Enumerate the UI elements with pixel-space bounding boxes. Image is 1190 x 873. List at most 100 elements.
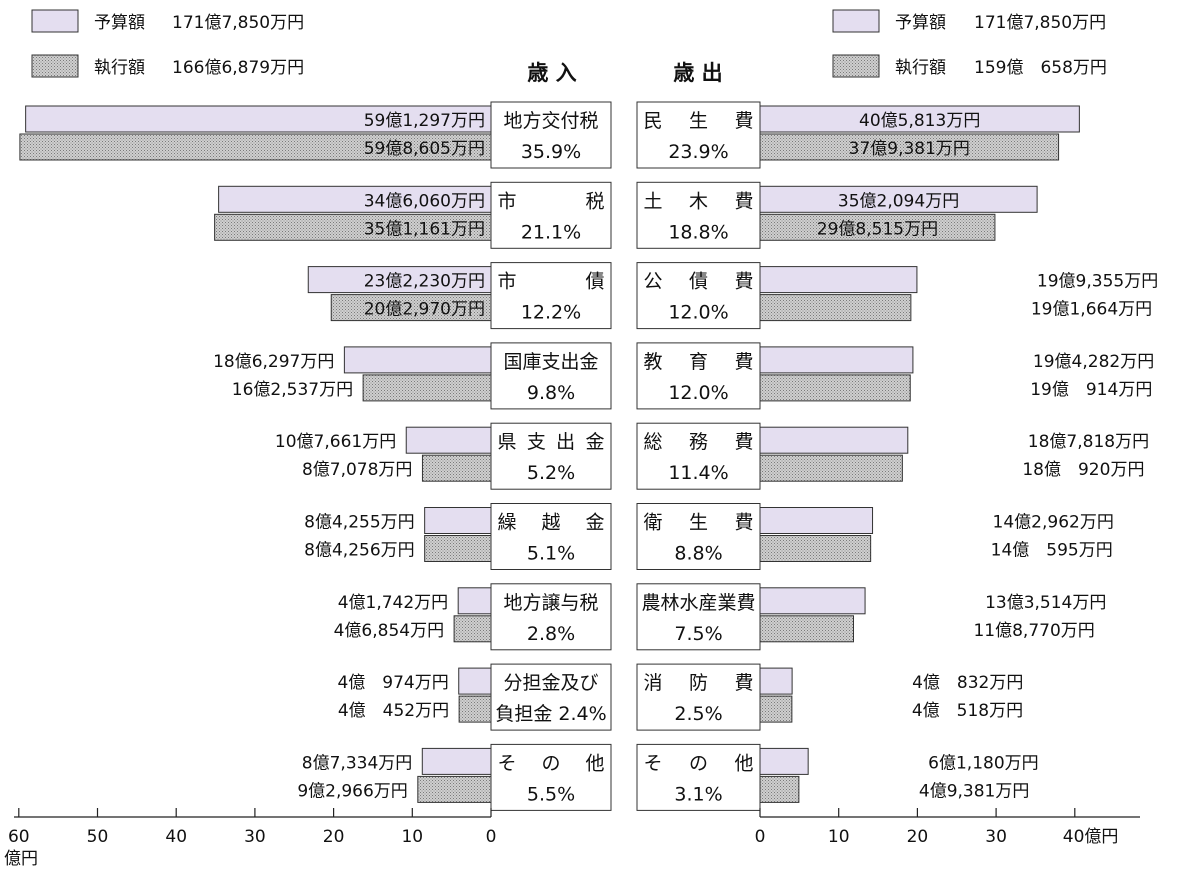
- axis-tick-label: 10: [401, 827, 423, 847]
- executed-value-label: 35億1,161万円: [364, 219, 485, 239]
- legend-executed-swatch: [31, 54, 79, 78]
- category-label: 費: [734, 110, 753, 132]
- legend-executed-swatch: [832, 54, 880, 78]
- percent-label: 18.8%: [668, 221, 728, 243]
- legend-budget-label: 予算額: [94, 13, 145, 33]
- legend-budget-swatch: [31, 9, 79, 33]
- executed-value-label: 37億9,381万円: [849, 139, 970, 159]
- revenue-row: 8億4,255万円 8億4,256万円 繰 越 金 5.1%: [304, 503, 612, 570]
- category-label: 地方交付税: [503, 110, 598, 132]
- budget-value-label: 4億1,742万円: [338, 593, 448, 613]
- percent-label: 12.2%: [521, 302, 581, 324]
- category-box: [490, 422, 612, 490]
- executed-value-label: 19億 914万円: [1030, 380, 1152, 400]
- budget-bar: [759, 747, 809, 775]
- category-label: 衛: [643, 512, 662, 534]
- legend-expenditure: 予算額 171億7,850万円 執行額 159億 658万円: [832, 9, 1107, 78]
- percent-label: 5.1%: [527, 543, 575, 565]
- budget-bar: [25, 105, 492, 133]
- category-label: 税: [585, 190, 604, 212]
- category-label: 費: [734, 190, 753, 212]
- category-label: の: [541, 752, 560, 774]
- expenditure-row: 4億 832万円 4億 518万円 消 防 費 2.5%: [636, 663, 1023, 731]
- expenditure-title: 歳 出: [673, 61, 722, 85]
- budget-bar: [421, 747, 492, 775]
- category-label: 費: [734, 512, 753, 534]
- category-label: 越: [541, 512, 560, 534]
- revenue-row: 4億1,742万円 4億6,854万円 地方譲与税 2.8%: [334, 583, 612, 651]
- category-label: 生: [689, 110, 708, 132]
- budget-value-label: 34億6,060万円: [364, 191, 485, 211]
- axis-tick-label: 10: [828, 827, 850, 847]
- executed-value-label: 11億8,770万円: [973, 621, 1094, 641]
- executed-value-label: 14億 595万円: [991, 541, 1113, 561]
- legend-executed-label: 執行額: [895, 58, 946, 78]
- category-label: 他: [585, 752, 604, 774]
- executed-bar: [759, 294, 912, 322]
- percent-label: 7.5%: [674, 623, 722, 645]
- budget-bar: [759, 587, 866, 615]
- executed-value-label: 8億4,256万円: [304, 541, 414, 561]
- executed-bar: [421, 454, 492, 482]
- budget-value-label: 6億1,180万円: [928, 753, 1038, 773]
- executed-bar: [759, 775, 800, 803]
- revenue-row: 18億6,297万円 16億2,537万円 国庫支出金 9.8%: [213, 342, 612, 410]
- executed-value-label: 19億1,664万円: [1031, 300, 1152, 320]
- category-label: 繰: [497, 512, 516, 534]
- expenditure-row: 40億5,813万円 37億9,381万円 民 生 費 23.9%: [636, 101, 1080, 169]
- legend-executed-label: 執行額: [94, 58, 145, 78]
- percent-label: 3.1%: [674, 783, 722, 805]
- budget-bar: [405, 426, 492, 454]
- axis-tick-label: 20: [907, 827, 929, 847]
- executed-value-label: 4億 452万円: [338, 701, 449, 721]
- category-box: [490, 181, 612, 249]
- budget-value-label: 8億7,334万円: [302, 753, 412, 773]
- budget-bar: [759, 507, 874, 534]
- executed-bar: [19, 133, 492, 161]
- category-label: そ: [497, 752, 516, 774]
- executed-bar: [362, 374, 492, 402]
- legend-executed-value: 159億 658万円: [974, 58, 1107, 78]
- category-label: 費: [734, 271, 753, 293]
- category-label: 県: [497, 431, 516, 453]
- category-label: 防: [689, 672, 708, 694]
- axis-tick-label: 0: [755, 827, 766, 847]
- expenditure-row: 18億7,818万円 18億 920万円 総 務 費 11.4%: [636, 422, 1149, 490]
- legend-budget-value: 171億7,850万円: [172, 13, 304, 33]
- budget-value-label: 10億7,661万円: [275, 432, 396, 452]
- category-label: 土: [643, 190, 662, 212]
- category-label: 出: [556, 431, 575, 453]
- axis-tick-label: 30: [244, 827, 266, 847]
- axis-tick-label: 20: [323, 827, 345, 847]
- budget-value-label: 19億9,355万円: [1037, 272, 1158, 292]
- executed-value-label: 9億2,966万円: [297, 781, 407, 801]
- revenue-row: 10億7,661万円 8億7,078万円 県支出金 5.2%: [275, 422, 612, 490]
- category-label: 支: [527, 431, 546, 453]
- category-label: 育: [689, 351, 708, 373]
- percent-label: 23.9%: [668, 141, 728, 163]
- category-box: [490, 262, 612, 330]
- legend-executed-value: 166億6,879万円: [172, 58, 304, 78]
- category-label: そ: [643, 752, 662, 774]
- category-label: 市: [497, 271, 516, 293]
- category-box: [490, 101, 612, 169]
- executed-value-label: 20億2,970万円: [364, 300, 485, 320]
- category-box: [490, 743, 612, 811]
- percent-label: 2.5%: [674, 703, 722, 725]
- category-label: 民: [643, 110, 662, 132]
- percent-label: 5.5%: [527, 783, 575, 805]
- category-label: 市: [497, 190, 516, 212]
- executed-value-label: 59億8,605万円: [364, 139, 485, 159]
- executed-bar: [759, 213, 996, 241]
- category-box: [490, 583, 612, 651]
- category-label: 債: [585, 271, 604, 293]
- axis-tick-label: 0: [486, 827, 497, 847]
- percent-label: 35.9%: [521, 141, 581, 163]
- category-box: [636, 101, 761, 169]
- budget-bar: [759, 266, 918, 294]
- category-box: [636, 262, 761, 330]
